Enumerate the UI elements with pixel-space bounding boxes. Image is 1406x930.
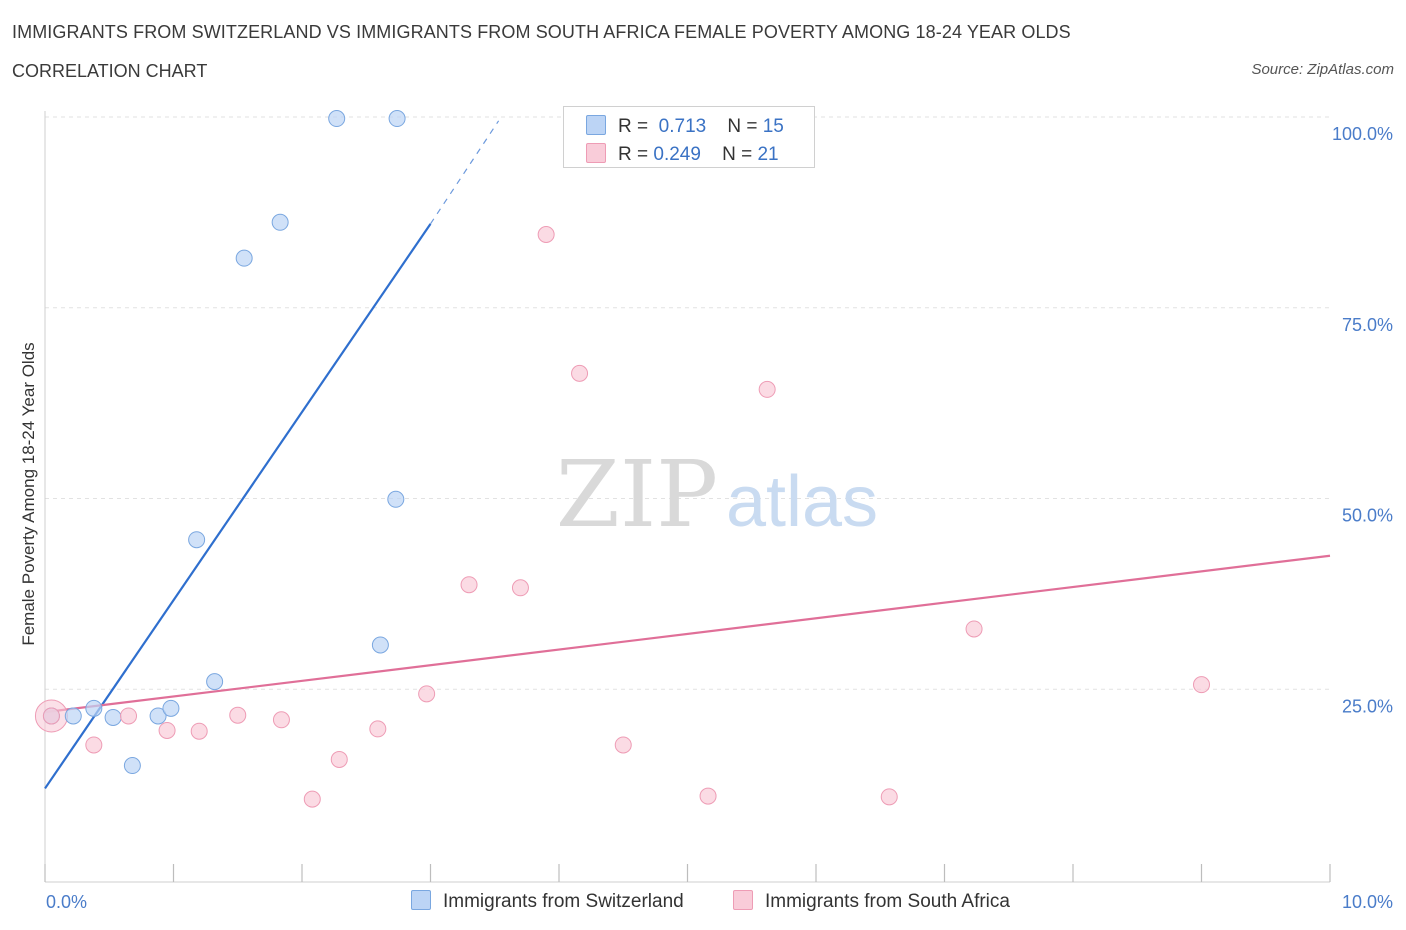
legend-swatch-switzerland <box>586 115 606 135</box>
point-south-africa-12 <box>511 579 529 597</box>
x-tick-label-start: 0.0% <box>46 892 87 912</box>
point-south-africa-18 <box>880 788 898 806</box>
point-south-africa-11 <box>460 576 478 594</box>
point-switzerland-5 <box>149 707 167 725</box>
point-switzerland-3 <box>104 708 122 726</box>
y-axis-label: Female Poverty Among 18-24 Year Olds <box>19 342 38 645</box>
x-tick-label-end: 10.0% <box>1342 892 1393 912</box>
legend-r-value-south-africa: 0.249 <box>653 144 701 165</box>
bottom-swatch-switzerland <box>411 890 431 910</box>
data-points <box>34 110 1210 808</box>
point-south-africa-7 <box>303 790 321 808</box>
point-switzerland-10 <box>271 213 289 231</box>
axes <box>44 111 1331 883</box>
stats-legend: R = 0.713 N = 15 R = 0.249 N = 21 <box>563 106 815 168</box>
point-south-africa-5 <box>229 706 247 724</box>
point-south-africa-0 <box>42 707 60 725</box>
legend-r-value-switzerland: 0.713 <box>658 116 707 137</box>
point-south-africa-3 <box>158 721 176 739</box>
point-south-africa-14 <box>571 364 589 382</box>
tick-labels: 100.0% 75.0% 50.0% 25.0% 0.0% 10.0% <box>46 124 1393 912</box>
point-south-africa-15 <box>614 736 632 754</box>
point-south-africa-1 <box>85 736 103 754</box>
bottom-legend-label-switzerland: Immigrants from Switzerland <box>443 891 684 912</box>
point-switzerland-13 <box>387 490 405 508</box>
point-south-africa-2 <box>120 707 138 725</box>
bottom-legend-switzerland: Immigrants from Switzerland <box>411 890 684 913</box>
watermark-atlas: atlas <box>726 462 878 542</box>
point-switzerland-14 <box>388 110 406 128</box>
trend-lines <box>44 120 1331 790</box>
point-switzerland-4 <box>123 757 141 775</box>
trend-line-south-africa <box>44 554 1331 714</box>
point-switzerland-9 <box>235 249 253 267</box>
legend-n-label: N = <box>727 116 758 137</box>
trend-line-switzerland-extension <box>429 120 500 225</box>
point-switzerland-7 <box>188 531 206 549</box>
point-south-africa-9 <box>369 720 387 738</box>
point-switzerland-6 <box>162 699 180 717</box>
point-switzerland-8 <box>206 673 224 691</box>
watermark-zip: ZIP <box>556 441 718 548</box>
point-south-africa-17 <box>758 380 776 398</box>
point-switzerland-12 <box>371 636 389 654</box>
y-tick-label-2: 50.0% <box>1342 506 1393 526</box>
point-switzerland-11 <box>328 110 346 128</box>
point-switzerland-1 <box>64 707 82 725</box>
legend-row-switzerland: R = 0.713 N = 15 <box>586 115 784 137</box>
point-south-africa-16 <box>699 787 717 805</box>
point-south-africa-13 <box>537 226 555 244</box>
legend-swatch-south-africa <box>586 143 606 163</box>
legend-row-south-africa: R = 0.249 N = 21 <box>586 143 779 165</box>
legend-n-label: N = <box>722 144 753 165</box>
trend-line-switzerland <box>44 223 432 790</box>
legend-n-value-switzerland: 15 <box>762 116 784 137</box>
legend-r-label: R = <box>618 144 649 165</box>
point-south-africa-6 <box>272 711 290 729</box>
point-south-africa-19 <box>965 620 983 638</box>
gridlines <box>45 116 1330 690</box>
watermark: ZIP atlas <box>556 441 878 548</box>
y-tick-label-0: 100.0% <box>1332 124 1393 144</box>
point-switzerland-2 <box>85 699 103 717</box>
chart-title: IMMIGRANTS FROM SWITZERLAND VS IMMIGRANT… <box>12 22 1071 42</box>
legend-n-value-south-africa: 21 <box>757 144 779 165</box>
bottom-legend-south-africa: Immigrants from South Africa <box>733 890 1010 913</box>
point-south-africa-4 <box>190 722 208 740</box>
point-south-africa-8 <box>330 750 348 768</box>
bottom-legend-label-south-africa: Immigrants from South Africa <box>765 891 1010 912</box>
chart-subtitle: CORRELATION CHART <box>12 61 208 81</box>
legend-r-label: R = <box>618 116 649 137</box>
source-credit: Source: ZipAtlas.com <box>1251 61 1394 78</box>
y-tick-label-3: 25.0% <box>1342 696 1393 716</box>
bottom-swatch-south-africa <box>733 890 753 910</box>
point-south-africa-20 <box>1193 676 1210 694</box>
point-south-africa-10 <box>418 685 436 703</box>
y-tick-label-1: 75.0% <box>1342 315 1393 335</box>
